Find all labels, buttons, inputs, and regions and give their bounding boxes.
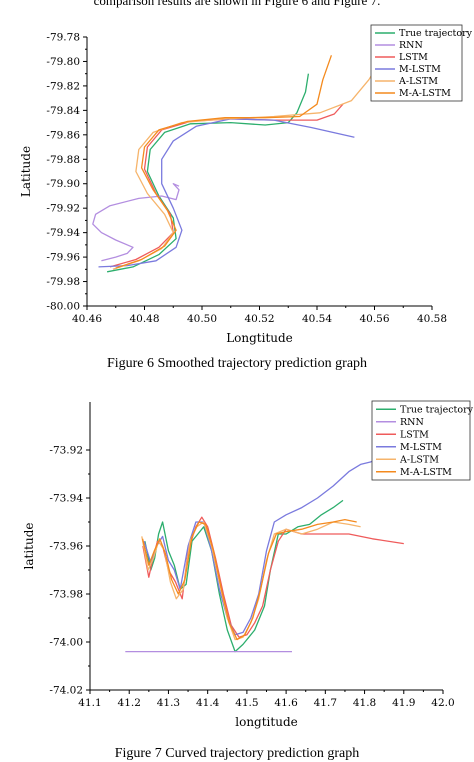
x-tick-label: 41.1: [78, 697, 101, 709]
y-tick-label: -80.00: [46, 301, 80, 313]
figure-7-caption: Figure 7 Curved trajectory prediction gr…: [114, 746, 360, 761]
x-axis-label: Longtitude: [226, 331, 293, 345]
series-line-m-lstm: [143, 458, 377, 636]
x-tick-label: 41.7: [314, 697, 337, 709]
figure-7-chart: 41.1 41.2 41.3 41.4 41.5 41.6 41.7 41.8 41.9 42.0…: [22, 400, 474, 729]
y-tick-label: -73.92: [49, 445, 83, 457]
legend-label-m-lstm: M-LSTM: [399, 64, 441, 75]
y-tick-label: -79.86: [46, 129, 80, 141]
x-tick-label: 40.48: [129, 313, 159, 325]
y-tick-label: -79.84: [46, 105, 80, 117]
y-tick-label: -79.90: [46, 178, 80, 190]
series-line-m-lstm: [98, 118, 355, 268]
x-tick-label: 40.52: [244, 313, 274, 325]
y-tick-label: -79.88: [46, 154, 80, 166]
x-tick-label: 40.56: [359, 313, 389, 325]
x-tick-label: 41.5: [235, 697, 258, 709]
legend-label-m-a-lstm: M-A-LSTM: [399, 88, 451, 99]
x-tick-label: 40.54: [302, 313, 332, 325]
legend-label-m-a-lstm: M-A-LSTM: [400, 467, 452, 478]
series-line-m-a-lstm: [141, 518, 357, 641]
header-fragment: comparison results are shown in Figure 6…: [93, 0, 381, 8]
y-tick-label: -79.80: [46, 56, 80, 68]
legend-label-true-trajectory: True trajectory: [400, 404, 474, 415]
legend-label-a-lstm: A-LSTM: [399, 454, 439, 465]
figure-6-chart: 40.46 40.48 40.50 40.52 40.54 40.56 40.58 -79.7…: [19, 24, 473, 345]
legend-label-true-trajectory: True trajectory: [399, 28, 473, 39]
x-tick-label: 42.0: [431, 697, 454, 709]
x-tick-label: 41.4: [196, 697, 220, 709]
legend-label-lstm: LSTM: [399, 52, 428, 63]
y-tick-label: -73.98: [49, 589, 83, 601]
y-tick-label: -73.96: [49, 541, 83, 553]
x-tick-label: 41.6: [274, 697, 298, 709]
series-line-rnn: [92, 183, 180, 262]
y-tick-label: -79.82: [46, 80, 80, 92]
y-axis-label: latitude: [22, 523, 36, 570]
y-tick-label: -79.96: [46, 252, 80, 264]
y-axis-label: Latitude: [19, 146, 33, 197]
x-tick-label: 40.50: [187, 313, 217, 325]
y-tick-label: -79.92: [46, 203, 80, 215]
series-line-a-lstm: [112, 61, 381, 270]
y-tick-label: -79.94: [46, 227, 80, 239]
legend-box: [370, 24, 463, 102]
legend-label-lstm: LSTM: [400, 429, 429, 440]
series-line-true-trajectory: [106, 73, 310, 273]
series-line-m-a-lstm: [115, 55, 333, 269]
legend-label-a-lstm: A-LSTM: [398, 76, 438, 87]
y-tick-label: -74.02: [49, 685, 83, 697]
legend-label-rnn: RNN: [399, 40, 423, 51]
legend-label-m-lstm: M-LSTM: [400, 442, 442, 453]
x-tick-label: 41.2: [118, 697, 141, 709]
legend-box: [371, 400, 471, 481]
y-tick-label: -74.00: [49, 637, 83, 649]
x-tick-label: 41.8: [353, 697, 376, 709]
y-tick-label: -73.94: [49, 493, 83, 505]
x-tick-label: 41.9: [392, 697, 415, 709]
series-line-lstm: [109, 103, 344, 268]
x-axis-label: longtitude: [235, 715, 297, 729]
series-line-true-trajectory: [144, 499, 344, 653]
legend-label-rnn: RNN: [400, 417, 424, 428]
figure-6-caption: Figure 6 Smoothed trajectory prediction …: [106, 356, 368, 371]
y-tick-label: -79.78: [46, 32, 80, 44]
y-tick-label: -79.98: [46, 276, 80, 288]
x-tick-label: 40.58: [417, 313, 447, 325]
x-tick-label: 41.3: [157, 697, 180, 709]
x-tick-label: 40.46: [72, 313, 102, 325]
